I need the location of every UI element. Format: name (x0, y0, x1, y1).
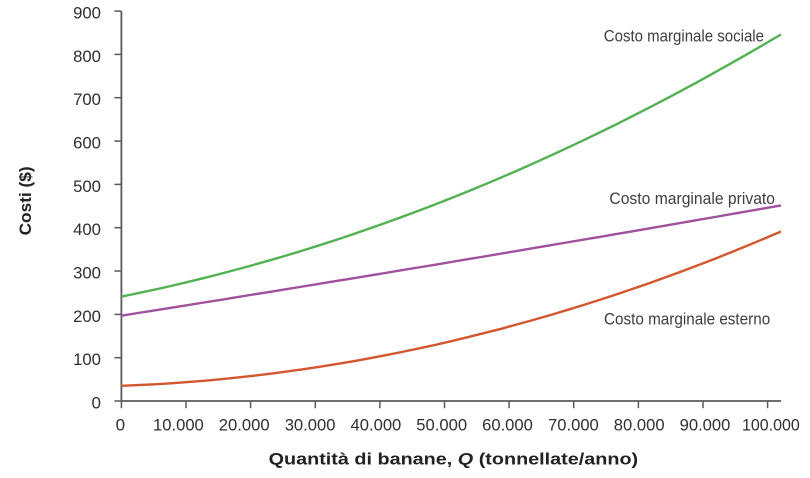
svg-text:100: 100 (73, 350, 101, 369)
svg-text:70.000: 70.000 (548, 416, 599, 435)
svg-text:20.000: 20.000 (219, 416, 270, 435)
svg-text:0: 0 (92, 394, 101, 413)
svg-text:60.000: 60.000 (482, 416, 533, 435)
svg-text:400: 400 (73, 220, 101, 239)
svg-text:700: 700 (73, 90, 101, 109)
svg-text:Costo marginale esterno: Costo marginale esterno (604, 310, 770, 328)
svg-text:10.000: 10.000 (153, 416, 204, 435)
svg-text:Costo marginale privato: Costo marginale privato (609, 190, 775, 208)
svg-text:Quantità di banane, Q (tonnell: Quantità di banane, Q (tonnellate/anno) (269, 449, 639, 468)
svg-text:800: 800 (73, 47, 101, 66)
svg-text:200: 200 (73, 307, 101, 326)
svg-text:50.000: 50.000 (416, 416, 467, 435)
svg-text:300: 300 (73, 264, 101, 283)
svg-text:90.000: 90.000 (680, 416, 731, 435)
svg-text:Costo marginale sociale: Costo marginale sociale (604, 27, 764, 45)
svg-text:900: 900 (73, 4, 101, 23)
svg-text:100.000: 100.000 (742, 416, 800, 435)
svg-text:30.000: 30.000 (285, 416, 336, 435)
svg-text:600: 600 (73, 134, 101, 153)
svg-text:Costi ($): Costi ($) (16, 166, 35, 235)
svg-text:80.000: 80.000 (614, 416, 665, 435)
svg-text:40.000: 40.000 (351, 416, 402, 435)
svg-text:500: 500 (73, 177, 101, 196)
svg-text:0: 0 (116, 416, 125, 435)
